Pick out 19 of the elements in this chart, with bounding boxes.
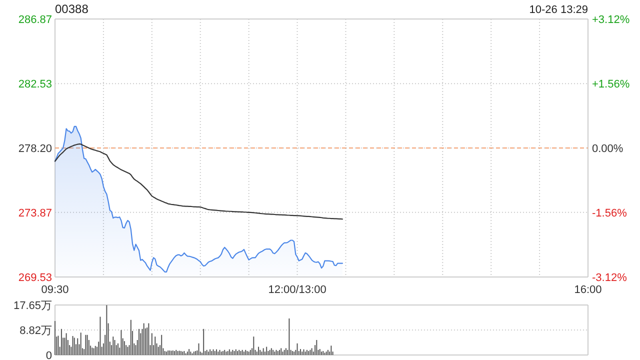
y2-tick-label: -3.12% (592, 272, 628, 284)
y-tick-label: 8.82万 (20, 325, 52, 338)
y-tick-label: 278.20 (18, 143, 52, 155)
y-tick-label: 0 (46, 350, 52, 360)
y2-tick-label: -1.56% (592, 208, 628, 220)
y2-tick-label: +1.56% (592, 78, 630, 90)
y-tick-label: 273.87 (18, 207, 52, 220)
x-tick-label: 16:00 (574, 284, 602, 296)
line-series (54, 143, 344, 220)
x-tick-label: 12:00/13:00 (268, 284, 326, 296)
chart-title: 00388 (55, 2, 89, 16)
y2-tick-label: +3.12% (592, 14, 630, 26)
y-tick-label: 286.87 (18, 14, 52, 26)
y-tick-label: 269.53 (18, 272, 52, 284)
y-tick-label: 17.65万 (13, 300, 52, 312)
text: 10-26 13:29 (529, 4, 588, 16)
x-tick-label: 09:30 (41, 284, 69, 296)
y-tick-label: 282.53 (18, 78, 52, 91)
y2-tick-label: 0.00% (592, 143, 624, 155)
